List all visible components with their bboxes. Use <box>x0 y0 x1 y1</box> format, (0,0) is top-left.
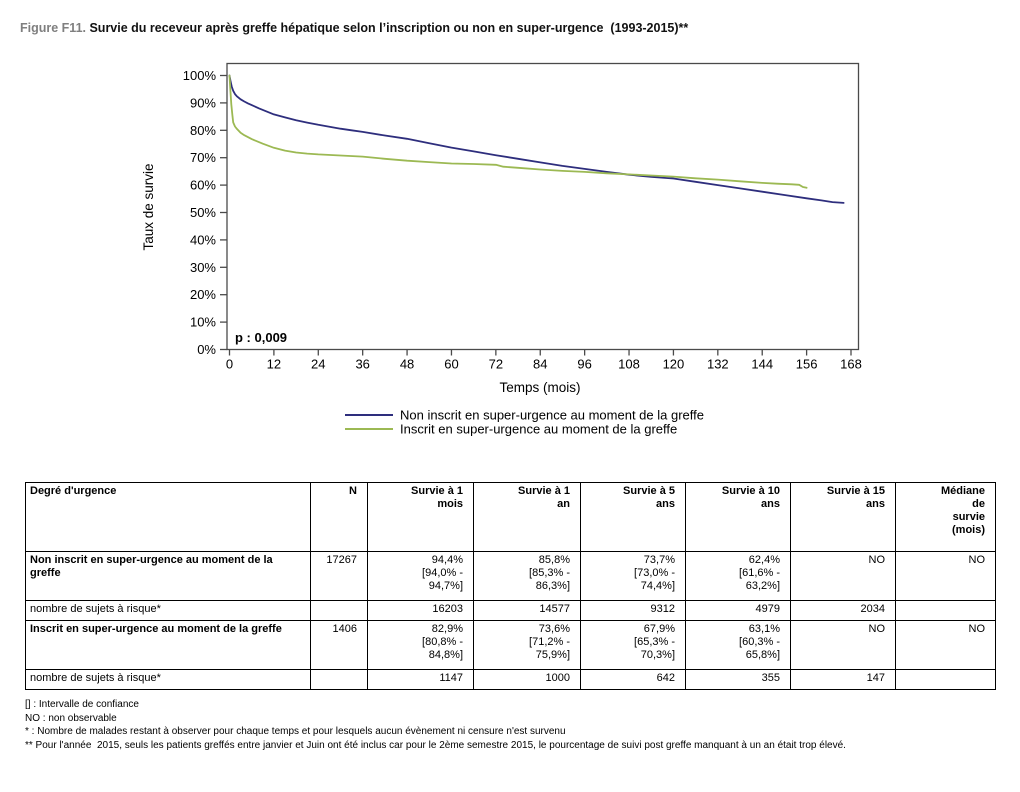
table-row-group-0: Non inscrit en super-urgence au moment d… <box>25 551 996 601</box>
figure-title-text: Survie du receveur après greffe hépatiqu… <box>89 21 689 35</box>
col-header-0: Degré d'urgence <box>25 482 311 552</box>
table-row-group-2: Inscrit en super-urgence au moment de la… <box>25 620 996 670</box>
cell-r2-c1: 1406 <box>310 620 368 670</box>
x-axis-title: Temps (mois) <box>499 380 580 395</box>
table-row-risk-3: nombre de sujets à risque* 1147 1000 642 355… <box>25 669 996 690</box>
y-tick-label: 100% <box>183 68 217 83</box>
x-tick-label: 156 <box>796 357 818 372</box>
y-tick-label: 60% <box>190 178 216 193</box>
x-tick-label: 48 <box>400 357 414 372</box>
x-tick-label: 60 <box>444 357 458 372</box>
p-value-annotation: p : 0,009 <box>235 330 287 345</box>
cell-r0-c2: 94,4% [94,0% - 94,7%] <box>367 551 474 601</box>
cell-r3-c2: 1147 <box>367 669 474 690</box>
cell-r2-c3: 73,6% [71,2% - 75,9%] <box>473 620 581 670</box>
y-tick-label: 50% <box>190 205 216 220</box>
table-row-risk-1: nombre de sujets à risque* 16203 14577 9312… <box>25 600 996 621</box>
y-axis-title: Taux de survie <box>141 163 156 250</box>
y-tick-label: 30% <box>190 260 216 275</box>
x-tick-label: 108 <box>618 357 640 372</box>
y-tick-label: 90% <box>190 95 216 110</box>
survival-chart-svg: 0% 10% 20% 30% 40% 50% 60% 70% 80% 90% 100% 0 12 24 36… <box>141 62 862 437</box>
x-tick-label: 84 <box>533 357 547 372</box>
cell-r2-c5: 63,1% [60,3% - 65,8%] <box>685 620 791 670</box>
col-header-4: Survie à 5 ans <box>580 482 686 552</box>
col-header-1: N <box>310 482 368 552</box>
cell-r3-c1 <box>310 669 368 690</box>
cell-r1-c2: 16203 <box>367 600 474 621</box>
cell-r1-c1 <box>310 600 368 621</box>
y-tick-label: 40% <box>190 232 216 247</box>
x-tick-label: 0 <box>226 357 233 372</box>
cell-r2-c2: 82,9% [80,8% - 84,8%] <box>367 620 474 670</box>
table-header-row: Degré d'urgence N Survie à 1 mois Survie à … <box>25 482 996 552</box>
footnote-1: NO : non observable <box>25 712 117 724</box>
cell-r3-c5: 355 <box>685 669 791 690</box>
cell-r3-c4: 642 <box>580 669 686 690</box>
x-tick-label: 132 <box>707 357 729 372</box>
cell-r0-c5: 62,4% [61,6% - 63,2%] <box>685 551 791 601</box>
x-tick-label: 24 <box>311 357 325 372</box>
col-header-5: Survie à 10 ans <box>685 482 791 552</box>
cell-r0-c4: 73,7% [73,0% - 74,4%] <box>580 551 686 601</box>
figure-title: Figure F11. Survie du receveur après gre… <box>20 21 688 35</box>
cell-r1-c4: 9312 <box>580 600 686 621</box>
x-tick-label: 36 <box>355 357 369 372</box>
y-tick-label: 70% <box>190 150 216 165</box>
cell-r3-c0: nombre de sujets à risque* <box>25 669 311 690</box>
x-tick-label: 144 <box>751 357 773 372</box>
legend-label-0: Non inscrit en super-urgence au moment d… <box>400 408 704 423</box>
plot-border <box>226 62 860 351</box>
survival-table: Degré d'urgence N Survie à 1 mois Survie à … <box>25 482 996 690</box>
figure-number: Figure F11. <box>20 21 90 35</box>
cell-r0-c3: 85,8% [85,3% - 86,3%] <box>473 551 581 601</box>
cell-r1-c6: 2034 <box>790 600 896 621</box>
cell-r1-c7 <box>895 600 996 621</box>
y-tick-label: 80% <box>190 123 216 138</box>
cell-r0-c0: Non inscrit en super-urgence au moment d… <box>25 551 311 601</box>
col-header-6: Survie à 15 ans <box>790 482 896 552</box>
col-header-3: Survie à 1 an <box>473 482 581 552</box>
survival-chart: 0% 10% 20% 30% 40% 50% 60% 70% 80% 90% 100% 0 12 24 36… <box>141 62 862 437</box>
cell-r2-c6: NO <box>790 620 896 670</box>
footnote-2: * : Nombre de malades restant à observer… <box>25 726 566 737</box>
cell-r1-c5: 4979 <box>685 600 791 621</box>
cell-r2-c7: NO <box>895 620 996 670</box>
cell-r3-c3: 1000 <box>473 669 581 690</box>
y-tick-label: 20% <box>190 287 216 302</box>
col-header-2: Survie à 1 mois <box>367 482 474 552</box>
legend-label-1: Inscrit en super-urgence au moment de la… <box>400 422 677 437</box>
y-tick-label: 10% <box>190 315 216 330</box>
cell-r1-c3: 14577 <box>473 600 581 621</box>
cell-r0-c6: NO <box>790 551 896 601</box>
survival-curve-0 <box>228 74 845 204</box>
cell-r1-c0: nombre de sujets à risque* <box>25 600 311 621</box>
footnote-3: ** Pour l'année 2015, seuls les patients… <box>25 739 846 751</box>
survival-curve-1 <box>228 74 808 189</box>
cell-r3-c6: 147 <box>790 669 896 690</box>
col-header-7: Médiane de survie (mois) <box>895 482 996 552</box>
cell-r2-c0: Inscrit en super-urgence au moment de la… <box>25 620 311 670</box>
cell-r0-c1: 17267 <box>310 551 368 601</box>
x-tick-label: 96 <box>577 357 591 372</box>
cell-r0-c7: NO <box>895 551 996 601</box>
x-tick-label: 12 <box>267 357 281 372</box>
footnotes: [] : Intervalle de confiance NO : non obs… <box>25 698 1005 752</box>
y-tick-label: 0% <box>197 342 216 357</box>
cell-r3-c7 <box>895 669 996 690</box>
x-tick-label: 120 <box>663 357 685 372</box>
cell-r2-c4: 67,9% [65,3% - 70,3%] <box>580 620 686 670</box>
x-tick-label: 168 <box>840 357 862 372</box>
footnote-0: [] : Intervalle de confiance <box>25 699 139 710</box>
x-tick-label: 72 <box>489 357 503 372</box>
